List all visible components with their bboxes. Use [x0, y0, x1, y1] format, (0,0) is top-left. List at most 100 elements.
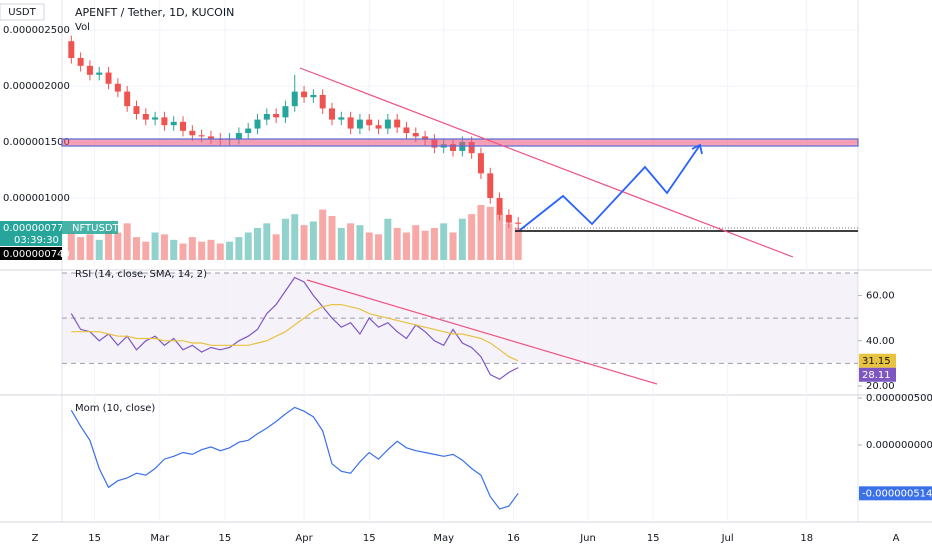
volume-bar [514, 227, 522, 260]
time-tick-label: May [433, 533, 454, 544]
time-tick-label: 15 [88, 533, 101, 544]
volume-bar [67, 232, 75, 260]
candle-body [356, 119, 363, 129]
price-tick-label: 0.000001500 [3, 137, 70, 148]
volume-bar [132, 237, 140, 260]
volume-bar [347, 223, 355, 260]
candle-body [301, 91, 308, 98]
candle-body [114, 83, 121, 92]
last-value-label: -0.000000514 [862, 488, 932, 499]
volume-bar [281, 218, 289, 260]
volume-bar [263, 223, 271, 260]
candle-body [273, 114, 280, 118]
volume-bar [384, 218, 392, 260]
volume-bar [337, 227, 345, 260]
projection-arrowhead [691, 143, 703, 155]
volume-bar [505, 223, 513, 260]
candle-body [96, 72, 103, 75]
volume-bar [449, 232, 457, 260]
price-tick-label: 0.000002000 [3, 81, 70, 92]
indicator-line [71, 304, 519, 362]
time-tick-label: 15 [647, 533, 660, 544]
volume-bar [179, 243, 187, 260]
candle-body [245, 128, 252, 134]
candle-body [152, 117, 159, 120]
volume-title: Vol [75, 22, 90, 33]
marks: 15 Mar 15 Apr 15 May 16 Jun 15 Jul 18 0.000002500 0.… [3, 0, 932, 544]
candle-body [170, 121, 177, 126]
candle-body [310, 94, 317, 98]
low-price-label: 0.000000740 [3, 249, 70, 260]
countdown-box [0, 234, 62, 246]
candle-body [189, 130, 196, 136]
volume-bar [356, 225, 364, 260]
volume-bar [309, 221, 317, 260]
candle-body [487, 173, 494, 198]
volume-bar [393, 227, 401, 260]
volume-bar [300, 225, 308, 260]
volume-bar [77, 237, 85, 260]
y-tick-label: 40.00 [866, 336, 895, 347]
volume-bar [486, 206, 494, 260]
candle-body [282, 106, 289, 118]
volume-bar [235, 237, 243, 260]
candle-body [403, 127, 410, 134]
time-tick-label: Apr [295, 533, 313, 544]
volume-bar [114, 232, 122, 260]
price-tick-label: 0.000001000 [3, 193, 70, 204]
candle-body [254, 119, 261, 129]
candle-body [198, 135, 205, 137]
volume-bar [365, 232, 373, 260]
time-tick-label: 18 [800, 533, 813, 544]
unit-box [0, 3, 45, 21]
time-tick-label: Mar [150, 533, 170, 544]
volume-bar [226, 241, 234, 260]
volume-bar [458, 218, 466, 260]
volume-bar [440, 223, 448, 260]
volume-bar [207, 239, 215, 260]
volume-bar [468, 214, 476, 260]
volume-bar [319, 209, 327, 260]
candle-body [180, 121, 187, 131]
candle-body [68, 41, 75, 59]
auto-scale-button[interactable]: A [893, 533, 900, 544]
timezone-button[interactable]: Z [32, 533, 39, 544]
volume-bar [291, 214, 299, 260]
rsi-title: RSI (14, close, SMA, 14, 2) [75, 269, 207, 280]
candle-body [505, 214, 512, 223]
last-value-label: 31.15 [862, 356, 891, 367]
volume-bar [402, 232, 410, 260]
volume-bar [328, 216, 336, 260]
volume-bar [142, 241, 150, 260]
candle-body [291, 91, 298, 107]
candle-body [422, 136, 429, 140]
last-price-label: 0.000000770 [3, 223, 70, 234]
volume-bar [151, 232, 159, 260]
rsi-trend-line [306, 279, 658, 385]
low-price-box [0, 247, 62, 260]
candle-body [77, 58, 84, 66]
volume-bar [477, 205, 485, 260]
candle-body [142, 114, 149, 120]
last-value-box [859, 367, 896, 382]
volume-bar [412, 225, 420, 260]
candle-body [133, 106, 140, 115]
candle-body [235, 133, 242, 139]
candle-body [263, 114, 270, 120]
volume-bar [170, 239, 178, 260]
volume-bar [216, 243, 224, 260]
last-value-label: 28.11 [862, 370, 891, 381]
time-tick-label: 15 [219, 533, 232, 544]
trend-line [299, 67, 794, 258]
countdown-label: 03:39:30 [14, 235, 59, 246]
y-tick-label: 0.000000500 [866, 393, 932, 404]
candle-body [375, 125, 382, 129]
candle-body [515, 222, 522, 224]
candle-body [86, 65, 93, 75]
volume-bar [105, 227, 113, 260]
price-tick-label: 0.000002500 [3, 25, 70, 36]
time-tick-label: 15 [363, 533, 376, 544]
candle-body [105, 72, 112, 84]
support-zone [61, 138, 859, 147]
